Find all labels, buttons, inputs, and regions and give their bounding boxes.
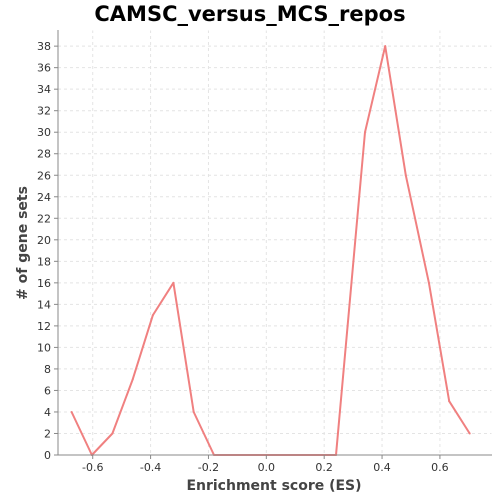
chart-title: CAMSC_versus_MCS_repos [94,2,405,26]
y-tick-label: 8 [44,363,51,376]
x-tick-label: -0.2 [198,461,219,474]
y-tick-label: 38 [37,40,51,53]
data-point [468,432,471,435]
x-tick-label: -0.6 [82,461,103,474]
data-point [427,281,430,284]
y-tick-label: 2 [44,427,51,440]
y-tick-label: 28 [37,148,51,161]
y-axis-label: # of gene sets [15,186,31,300]
y-tick-label: 18 [37,255,51,268]
y-tick-label: 16 [37,277,51,290]
x-axis-label: Enrichment score (ES) [186,478,361,494]
data-point [131,378,134,381]
y-tick-label: 14 [37,298,51,311]
y-tick-label: 0 [44,449,51,462]
y-tick-label: 20 [37,234,51,247]
y-tick-label: 10 [37,341,51,354]
y-tick-label: 6 [44,384,51,397]
x-tick-label: 0.6 [431,461,449,474]
y-tick-label: 26 [37,169,51,182]
y-tick-label: 24 [37,191,51,204]
data-point [363,131,366,134]
data-point [192,410,195,413]
data-point [404,174,407,177]
y-tick-label: 32 [37,105,51,118]
grid [58,30,492,456]
data-point [448,400,451,403]
y-tick-label: 34 [37,83,51,96]
y-tick-label: 4 [44,406,51,419]
data-point [172,281,175,284]
data-point [70,410,73,413]
y-tick-label: 22 [37,212,51,225]
y-tick-label: 12 [37,320,51,333]
x-tick-label: 0.2 [315,461,333,474]
y-tick-label: 30 [37,126,51,139]
y-tick-label: 36 [37,62,51,75]
x-tick-label: -0.4 [140,461,161,474]
x-tick-label: 0.4 [373,461,391,474]
x-tick-label: 0.0 [258,461,276,474]
data-point [151,314,154,317]
data-point [111,432,114,435]
data-point [384,45,387,48]
axes: 02468101214161820222426283032343638-0.6-… [37,30,492,474]
